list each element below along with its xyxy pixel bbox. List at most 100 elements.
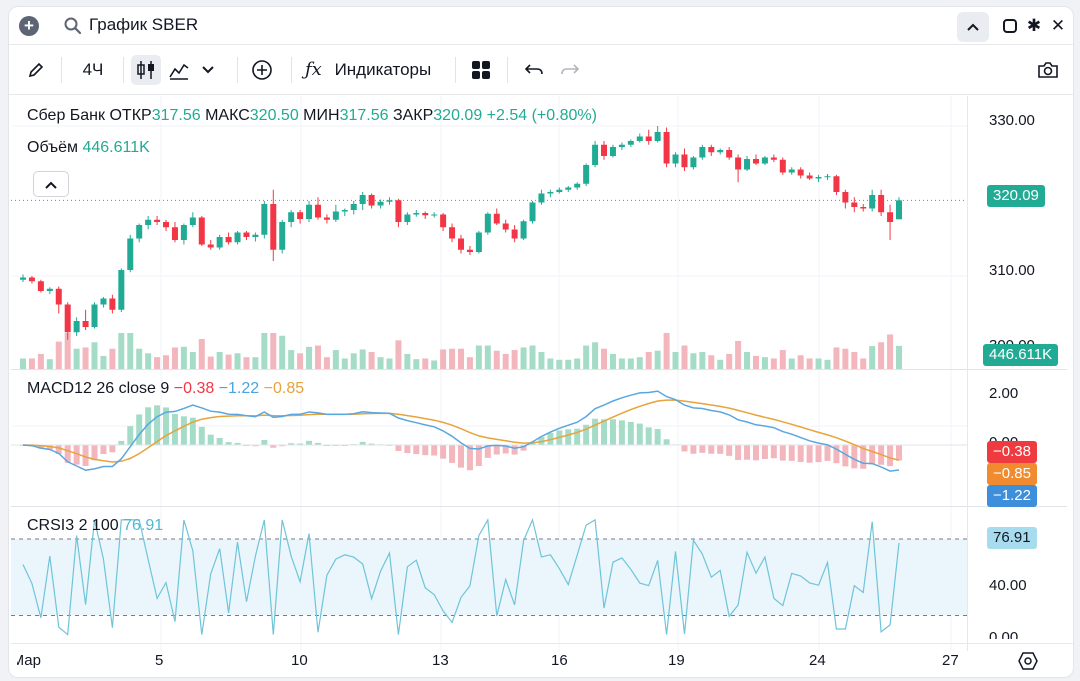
legend-collapse-button[interactable] — [33, 171, 69, 197]
symbol-name[interactable]: Сбер Банк — [27, 107, 106, 124]
volume-bar — [261, 333, 268, 369]
candle-body — [654, 132, 661, 141]
candle-body — [55, 288, 62, 305]
square-icon[interactable] — [999, 15, 1021, 37]
candle-body — [323, 217, 330, 220]
volume-bar — [583, 345, 590, 369]
macd-histogram-bar — [663, 439, 670, 445]
volume-bar — [896, 345, 902, 369]
macd-histogram-bar — [270, 445, 277, 448]
candle-body — [171, 227, 178, 240]
macd-histogram-bar — [145, 407, 152, 445]
volume-bar — [672, 352, 679, 369]
candle-body — [91, 304, 98, 327]
volume-bar — [207, 356, 214, 369]
macd-histogram-bar — [440, 445, 447, 459]
search-icon[interactable] — [63, 16, 83, 36]
title-bar: + График SBER ✱ ✕ — [9, 7, 1073, 45]
volume-bar — [163, 355, 170, 369]
macd-params: 12 26 close 9 — [74, 380, 170, 397]
time-axis[interactable]: Мар 5 10 13 16 19 24 27 — [11, 643, 1073, 677]
crsi-legend: CRSI3 2 100 76.91 — [27, 517, 163, 535]
volume-bar — [431, 360, 438, 369]
close-icon[interactable]: ✕ — [1050, 16, 1066, 35]
macd-histogram-bar — [279, 445, 286, 447]
volume-bar — [842, 348, 849, 369]
candle-body — [458, 238, 464, 250]
candle-body — [752, 159, 759, 164]
candle-body — [761, 157, 768, 164]
chart-canvas[interactable] — [11, 96, 967, 651]
volume-bar — [171, 347, 178, 369]
grid-icon[interactable] — [469, 55, 493, 85]
chart-window: + График SBER ✱ ✕ 4Ч — [8, 6, 1074, 678]
camera-icon[interactable] — [1035, 55, 1061, 85]
candle-body — [735, 157, 742, 170]
macd-histogram-bar — [842, 445, 849, 467]
volume-value: 446.611K — [82, 139, 150, 156]
window-title[interactable]: График SBER — [89, 15, 199, 34]
macd-histogram-bar — [788, 445, 795, 461]
volume-bar — [690, 353, 697, 369]
redo-icon[interactable] — [557, 55, 583, 85]
candle-body — [484, 213, 491, 233]
area-chart-icon[interactable] — [165, 55, 193, 85]
volume-bar — [82, 347, 89, 369]
volume-bar — [395, 340, 402, 369]
volume-bar — [717, 359, 724, 369]
volume-bar — [502, 353, 509, 369]
undo-icon[interactable] — [521, 55, 547, 85]
volume-bar — [314, 345, 321, 369]
chevron-up-icon[interactable] — [957, 12, 989, 42]
candle-body — [145, 219, 152, 225]
candle-body — [547, 192, 554, 194]
volume-bar — [297, 353, 304, 369]
macd-histogram-bar — [297, 443, 304, 445]
candle-body — [225, 237, 232, 243]
volume-bar — [654, 350, 661, 369]
candle-body — [690, 157, 697, 168]
indicators-button[interactable]: ƒx Индикаторы — [305, 55, 445, 85]
candle-body — [609, 147, 616, 156]
candle-body — [422, 213, 429, 216]
macd-signal-value: −0.85 — [263, 380, 305, 397]
macd-histogram-bar — [288, 443, 295, 445]
candle-body — [896, 200, 902, 220]
volume-bar — [869, 346, 876, 369]
crsi-title[interactable]: CRSI — [27, 517, 66, 534]
candle-body — [243, 232, 250, 237]
candle-body — [815, 177, 822, 179]
volume-bar — [225, 354, 232, 369]
macd-histogram-bar — [797, 445, 804, 462]
macd-histogram-bar — [690, 445, 697, 454]
candle-body — [574, 183, 581, 188]
crsi-value: 76.91 — [123, 517, 164, 534]
price-scale[interactable] — [967, 96, 1073, 651]
volume-bar — [484, 345, 491, 369]
candle-body — [663, 132, 670, 164]
volume-bar — [154, 357, 161, 369]
volume-bar — [37, 353, 44, 369]
volume-bar — [556, 359, 563, 369]
add-circle-icon[interactable] — [249, 55, 275, 85]
gear-icon[interactable]: ✱ — [1026, 16, 1042, 35]
candle-body — [332, 211, 339, 220]
interval-button[interactable]: 4Ч — [82, 60, 104, 79]
macd-title[interactable]: MACD — [27, 380, 75, 397]
hexagon-settings-icon[interactable] — [1017, 650, 1039, 672]
price-tick-300: 300.00 — [989, 337, 1035, 347]
candle-body — [314, 204, 321, 218]
time-label-mar: Мар — [17, 652, 41, 669]
indicators-label: Индикаторы — [334, 60, 432, 79]
volume-bar — [64, 333, 71, 369]
volume-bar — [449, 348, 456, 369]
macd-histogram-bar — [860, 445, 867, 469]
candles-icon[interactable] — [131, 55, 161, 85]
pencil-icon[interactable] — [23, 55, 49, 85]
macd-histogram-bar — [869, 445, 876, 465]
volume-legend: Объём 446.611K — [27, 139, 150, 157]
macd-line — [22, 390, 900, 472]
chevron-down-icon[interactable] — [197, 55, 219, 85]
plus-circle-icon[interactable]: + — [19, 16, 39, 36]
candle-body — [681, 154, 688, 168]
